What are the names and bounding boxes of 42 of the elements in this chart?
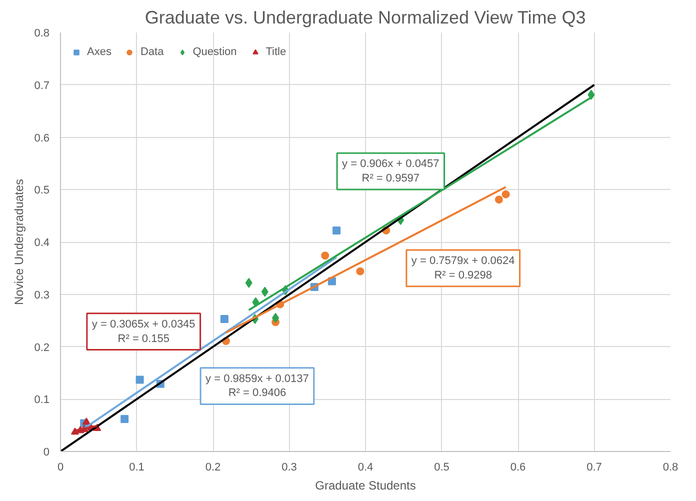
x-tick-label: 0.5	[434, 462, 450, 474]
y-tick-label: 0.6	[34, 132, 50, 144]
legend-label: Data	[140, 46, 164, 58]
x-tick-label: 0.1	[129, 462, 144, 474]
x-tick-label: 0.2	[205, 462, 221, 474]
y-tick-label: 0.2	[34, 342, 50, 354]
point	[272, 312, 280, 323]
point	[245, 278, 252, 288]
x-tick-label: 0.7	[586, 462, 602, 474]
legend-label: Axes	[87, 46, 112, 58]
point	[502, 190, 510, 198]
annotation: y = 0.7579x + 0.0624 R² = 0.9298	[411, 254, 515, 282]
y-tick-label: 0.4	[34, 237, 50, 249]
annotation: y = 0.9859x + 0.0137 R² = 0.9406	[206, 372, 309, 400]
point	[220, 314, 228, 323]
y-tick-label: 0.5	[34, 184, 50, 197]
point	[120, 415, 129, 424]
legend-label: Question	[192, 46, 237, 58]
y-tick-label: 0.3	[34, 289, 50, 302]
y-tick-label: 0	[43, 446, 50, 458]
x-axis-title: Graduate Students	[315, 478, 416, 492]
y-tick-label: 0.1	[34, 394, 50, 406]
chart-title: Graduate vs. Undergraduate Normalized View Time Q3	[144, 8, 586, 28]
legend-label: Title	[266, 46, 286, 58]
annotation: y = 0.906x + 0.0457 R² = 0.9597	[342, 158, 440, 184]
y-axis-title: Novice Undergraduates	[12, 178, 26, 306]
x-tick-label: 0.8	[662, 462, 678, 474]
point	[588, 90, 595, 100]
x-tick-label: 0.4	[358, 462, 374, 474]
point	[82, 418, 90, 425]
annotation: y = 0.3065x + 0.0345 R² = 0.155	[92, 318, 196, 345]
point	[136, 376, 144, 384]
y-tick-label: 0.8	[34, 28, 50, 40]
x-tick-label: 0.6	[510, 462, 526, 474]
point	[494, 196, 503, 204]
y-tick-label: 0.7	[34, 80, 50, 92]
point	[261, 286, 268, 297]
x-tick-label: 0.3	[282, 462, 297, 474]
point	[332, 226, 341, 234]
x-tick-label: 0	[57, 462, 64, 474]
point	[356, 267, 364, 276]
point	[321, 252, 330, 260]
